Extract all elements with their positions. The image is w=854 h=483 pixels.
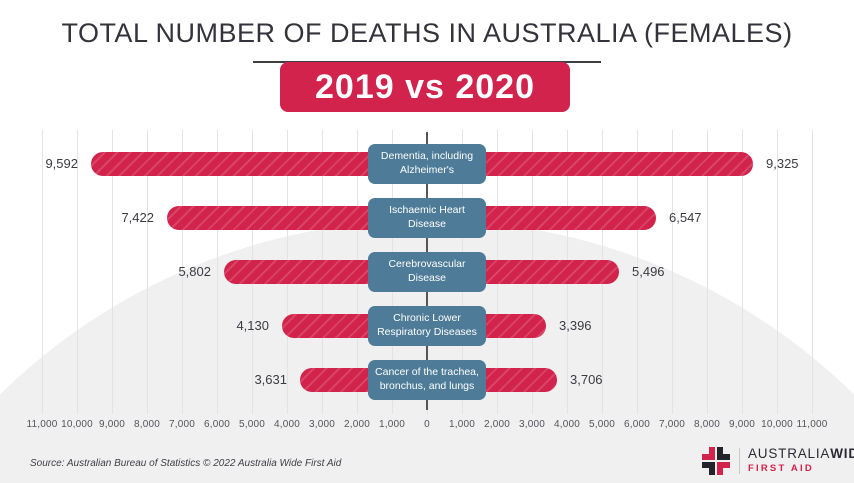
page-title: TOTAL NUMBER OF DEATHS IN AUSTRALIA (FEM… <box>61 18 793 48</box>
brand-name: AUSTRALIAWIDE <box>748 446 854 462</box>
gridline <box>672 130 673 414</box>
axis-tick-label: 3,000 <box>308 419 336 430</box>
axis-tick-label: 10,000 <box>761 419 793 430</box>
gridline <box>707 130 708 414</box>
brand-name-regular: AUSTRALIA <box>748 446 831 462</box>
axis-tick-label: 2,000 <box>343 419 371 430</box>
value-label-2020: 6,547 <box>669 210 702 225</box>
logo-divider <box>739 448 740 474</box>
axis-tick-label: 5,000 <box>588 419 616 430</box>
category-label-box-text: Chronic Lower Respiratory Diseases <box>377 312 477 338</box>
brand-subname: FIRST AID <box>748 463 814 475</box>
brand-logo: AUSTRALIAWIDE FIRST AID <box>700 445 854 477</box>
axis-tick-label: 7,000 <box>168 419 196 430</box>
axis-tick-label: 2,000 <box>483 419 511 430</box>
category-label-box: Cancer of the trachea, bronchus, and lun… <box>368 360 486 400</box>
gridline <box>812 130 813 414</box>
axis-tick-label: 9,000 <box>98 419 126 430</box>
gridline <box>742 130 743 414</box>
value-label-2020: 5,496 <box>632 264 665 279</box>
value-label-2019: 5,802 <box>178 264 211 279</box>
axis-tick-label: 11,000 <box>796 419 828 430</box>
axis-tick-label: 5,000 <box>238 419 266 430</box>
category-label-box-text: Cancer of the trachea, bronchus, and lun… <box>375 366 479 392</box>
axis-tick-label: 11,000 <box>26 419 58 430</box>
gridline <box>42 130 43 414</box>
gridline <box>637 130 638 414</box>
gridline <box>182 130 183 414</box>
category-label-box-text: Dementia, including Alzheimer's <box>380 150 474 176</box>
axis-tick-label: 4,000 <box>273 419 301 430</box>
brand-name-bold: WIDE <box>830 446 854 462</box>
subtitle-banner: 2019 vs 2020 <box>280 62 570 112</box>
axis-tick-label: 6,000 <box>203 419 231 430</box>
value-label-2019: 9,592 <box>45 156 78 171</box>
value-label-2019: 3,631 <box>254 372 287 387</box>
axis-tick-label: 1,000 <box>448 419 476 430</box>
category-label-box-text: Ischaemic Heart Disease <box>389 204 465 230</box>
axis-tick-label: 8,000 <box>133 419 161 430</box>
axis-tick-label: 6,000 <box>623 419 651 430</box>
category-label-box: Chronic Lower Respiratory Diseases <box>368 306 486 346</box>
gridline <box>777 130 778 414</box>
value-label-2020: 3,706 <box>570 372 603 387</box>
gridline <box>147 130 148 414</box>
axis-tick-label: 9,000 <box>728 419 756 430</box>
axis-tick-label: 0 <box>424 419 430 430</box>
category-label-box-text: Cerebrovascular Disease <box>388 258 466 284</box>
axis-tick-label: 4,000 <box>553 419 581 430</box>
category-label-box: Cerebrovascular Disease <box>368 252 486 292</box>
logo-text: AUSTRALIAWIDE FIRST AID <box>748 446 854 475</box>
axis-tick-label: 1,000 <box>378 419 406 430</box>
value-label-2019: 7,422 <box>121 210 154 225</box>
category-label-box: Ischaemic Heart Disease <box>368 198 486 238</box>
gridline <box>112 130 113 414</box>
bar-2019-left <box>91 152 422 176</box>
value-label-2020: 9,325 <box>766 156 799 171</box>
axis-tick-label: 3,000 <box>518 419 546 430</box>
gridline <box>77 130 78 414</box>
source-note: Source: Australian Bureau of Statistics … <box>30 458 342 469</box>
subtitle-text: 2019 vs 2020 <box>315 67 535 106</box>
gridline <box>217 130 218 414</box>
axis-tick-label: 7,000 <box>658 419 686 430</box>
axis-tick-label: 8,000 <box>693 419 721 430</box>
axis-tick-label: 10,000 <box>61 419 93 430</box>
value-label-2020: 3,396 <box>559 318 592 333</box>
value-label-2019: 4,130 <box>236 318 269 333</box>
category-label-box: Dementia, including Alzheimer's <box>368 144 486 184</box>
first-aid-cross-icon <box>702 447 730 475</box>
